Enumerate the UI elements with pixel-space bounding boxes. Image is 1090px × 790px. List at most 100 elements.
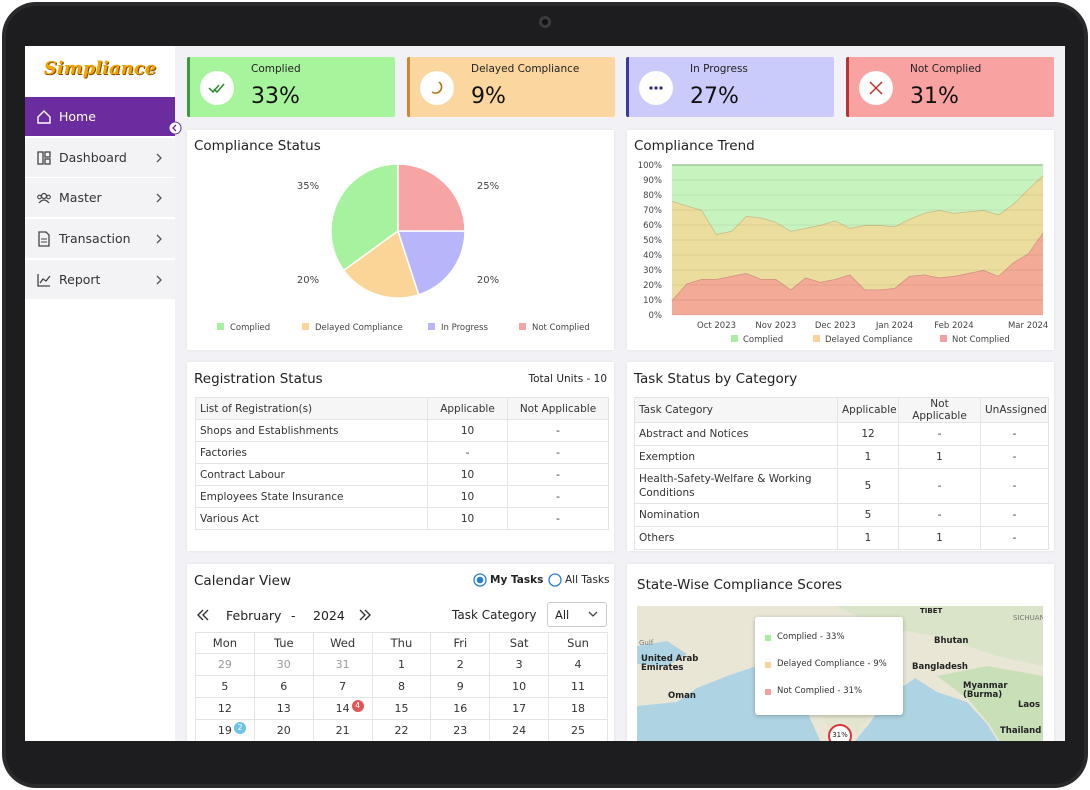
day-cell[interactable]: 20 xyxy=(253,719,314,741)
nav-label[interactable]: Dashboard xyxy=(59,150,127,165)
day-number[interactable]: 31 xyxy=(335,658,350,671)
day-number[interactable]: 17 xyxy=(512,702,527,715)
slice-label: 20% xyxy=(297,275,319,286)
header-cell: Not Applicable xyxy=(507,397,609,420)
filter-value[interactable]: All xyxy=(555,608,570,622)
day-number[interactable]: 7 xyxy=(339,680,347,693)
day-number[interactable]: 16 xyxy=(453,702,468,715)
table-cell: 1 xyxy=(837,526,899,550)
day-number[interactable]: 22 xyxy=(394,724,409,737)
day-cell[interactable]: 30 xyxy=(253,653,314,676)
chevron xyxy=(156,234,162,244)
pie-slice xyxy=(396,230,466,296)
day-cell[interactable]: 4 xyxy=(548,653,608,676)
table-cell: Contract Labour xyxy=(195,463,428,486)
task-badge[interactable]: 2 xyxy=(234,722,246,734)
day-cell[interactable]: 24 xyxy=(489,719,550,741)
legend-swatch xyxy=(731,335,738,342)
day-cell[interactable]: 29 xyxy=(195,653,255,676)
day-number[interactable]: 30 xyxy=(276,658,291,671)
nav-item[interactable]: Dashboard xyxy=(25,138,175,177)
day-cell[interactable]: 7 xyxy=(312,675,373,698)
day-number[interactable]: 29 xyxy=(217,658,232,671)
day-number[interactable]: 24 xyxy=(512,724,527,737)
day-cell[interactable]: 21 xyxy=(312,719,373,741)
day-number[interactable]: 11 xyxy=(571,680,586,693)
day-number[interactable]: 14 xyxy=(335,702,350,715)
nav-label[interactable]: Report xyxy=(59,272,101,287)
day-number[interactable]: 19 xyxy=(217,724,232,737)
day-number[interactable]: 6 xyxy=(280,680,288,693)
radio-label[interactable]: All Tasks xyxy=(565,574,610,586)
next-year[interactable] xyxy=(358,609,372,621)
day-number[interactable]: 12 xyxy=(217,702,232,715)
day-cell[interactable]: 11 xyxy=(548,675,608,698)
day-cell[interactable]: 18 xyxy=(548,697,608,720)
day-number[interactable]: 21 xyxy=(335,724,350,737)
table-cell: - xyxy=(898,468,981,504)
day-number[interactable]: 15 xyxy=(394,702,409,715)
day-number[interactable]: 13 xyxy=(276,702,291,715)
day-cell[interactable]: 23 xyxy=(430,719,491,741)
week-row: 12 13 14 4 15 16 17 18 xyxy=(195,697,608,720)
day-number[interactable]: 25 xyxy=(571,724,586,737)
nav-label[interactable]: Master xyxy=(59,190,102,205)
day-number[interactable]: 3 xyxy=(515,658,523,671)
day-cell[interactable]: 16 xyxy=(430,697,491,720)
day-cell[interactable]: 22 xyxy=(371,719,432,741)
filter-select[interactable]: All xyxy=(547,602,607,627)
y-tick-label: 30% xyxy=(643,266,662,276)
day-cell[interactable]: 8 xyxy=(371,675,432,698)
day-cell[interactable]: 5 xyxy=(195,675,255,698)
radio-all-tasks[interactable] xyxy=(548,573,562,587)
day-number[interactable]: 1 xyxy=(397,658,405,671)
nav-label[interactable]: Home xyxy=(59,109,96,124)
day-number[interactable]: 5 xyxy=(221,680,229,693)
day-cell[interactable]: 15 xyxy=(371,697,432,720)
kpi-label: Delayed Compliance xyxy=(471,63,580,75)
day-cell[interactable]: 19 2 xyxy=(195,719,255,741)
day-cell[interactable]: 1 xyxy=(371,653,432,676)
nav-item[interactable]: Master xyxy=(25,178,175,217)
marker-label[interactable]: 31% xyxy=(832,731,848,739)
day-cell[interactable]: 3 xyxy=(489,653,550,676)
map-label: Gulf xyxy=(639,639,654,647)
day-cell[interactable]: 10 xyxy=(489,675,550,698)
nav-item[interactable]: Home xyxy=(25,97,175,136)
map-marker[interactable] xyxy=(825,721,855,741)
radio-my-tasks[interactable] xyxy=(473,573,487,587)
radio-label[interactable]: My Tasks xyxy=(490,574,544,586)
kpi-icon xyxy=(420,71,454,105)
day-number[interactable]: 2 xyxy=(456,658,464,671)
nav-label[interactable]: Transaction xyxy=(59,231,131,246)
day-cell[interactable]: 12 xyxy=(195,697,255,720)
day-cell[interactable]: 6 xyxy=(253,675,314,698)
day-cell[interactable]: 25 xyxy=(548,719,608,741)
day-number[interactable]: 23 xyxy=(453,724,468,737)
map-label: Bangladesh xyxy=(912,662,968,672)
table-row: Factories - - xyxy=(195,441,609,464)
day-cell[interactable]: 9 xyxy=(430,675,491,698)
day-cell[interactable]: 31 xyxy=(312,653,373,676)
day-cell[interactable]: 2 xyxy=(430,653,491,676)
day-number[interactable]: 10 xyxy=(512,680,527,693)
map-popup: Complied - 33% Delayed Compliance - 9% Not… xyxy=(755,617,903,715)
day-number[interactable]: 20 xyxy=(276,724,291,737)
nav-item[interactable]: Transaction xyxy=(25,219,175,258)
collapse-button[interactable] xyxy=(168,121,182,135)
day-cell[interactable]: 13 xyxy=(253,697,314,720)
map-label: Bhutan xyxy=(934,636,969,646)
nav-item[interactable]: Report xyxy=(25,260,175,299)
day-number[interactable]: 4 xyxy=(574,658,582,671)
weekday: Tue xyxy=(253,632,314,654)
prev-year[interactable] xyxy=(196,609,210,621)
day-number[interactable]: 8 xyxy=(397,680,405,693)
nav-icon xyxy=(37,274,51,287)
day-number[interactable]: 9 xyxy=(456,680,464,693)
day-cell[interactable]: 14 4 xyxy=(312,697,373,720)
nav-icon xyxy=(37,151,51,165)
map[interactable]: 31% Complied - 33% Delayed Compliance - 9… xyxy=(637,606,1043,741)
day-number[interactable]: 18 xyxy=(571,702,586,715)
task-badge[interactable]: 4 xyxy=(351,700,364,712)
day-cell[interactable]: 17 xyxy=(489,697,550,720)
